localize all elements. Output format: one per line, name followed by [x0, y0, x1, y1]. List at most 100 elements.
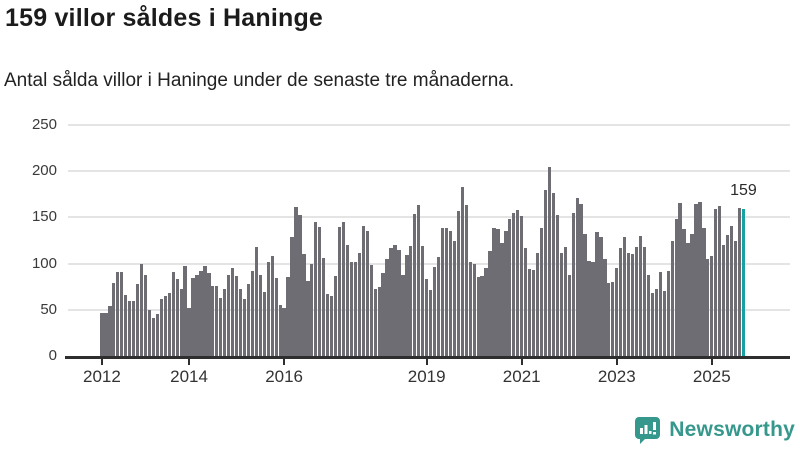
bar	[242, 298, 247, 356]
bar	[579, 204, 583, 356]
bar	[298, 214, 302, 356]
bar	[128, 300, 132, 356]
bar	[464, 205, 468, 356]
bar	[535, 252, 540, 356]
bar	[670, 241, 674, 356]
bar	[484, 268, 488, 356]
bar	[559, 252, 563, 356]
bar	[254, 246, 259, 356]
bar	[432, 267, 437, 356]
bar	[599, 236, 603, 356]
bar	[163, 295, 167, 356]
bar	[333, 275, 338, 356]
bar	[722, 245, 726, 356]
bar	[448, 231, 453, 356]
bar	[318, 226, 322, 356]
bar	[385, 258, 389, 356]
bar	[227, 274, 231, 356]
bar	[159, 298, 163, 356]
bar	[207, 272, 211, 356]
x-axis-tick-mark	[425, 358, 428, 365]
bar	[690, 234, 694, 356]
bar	[436, 257, 441, 356]
bar	[737, 208, 742, 356]
bar	[405, 255, 409, 356]
bar	[175, 279, 179, 356]
bar	[706, 258, 710, 356]
page-title: 159 villor såldes i Haninge	[5, 4, 324, 32]
bar	[698, 201, 702, 356]
newsworthy-logo[interactable]: Newsworthy	[634, 415, 795, 445]
bar	[480, 275, 484, 356]
bar	[353, 261, 358, 356]
x-axis-tick-mark	[615, 358, 618, 365]
bar	[155, 314, 160, 356]
bar	[440, 228, 445, 356]
bar	[425, 279, 429, 356]
bar	[413, 213, 417, 356]
bar	[104, 312, 108, 356]
bar	[199, 270, 203, 356]
bar	[630, 254, 635, 356]
x-axis-year-label: 2025	[692, 367, 731, 386]
bar	[658, 271, 662, 356]
bar	[230, 268, 235, 356]
bar	[290, 236, 294, 356]
bar	[167, 293, 171, 356]
bar	[369, 264, 373, 356]
bar	[215, 285, 219, 356]
bar	[516, 210, 520, 356]
highlighted-bar	[741, 209, 746, 356]
bar	[151, 318, 156, 356]
bar	[143, 274, 148, 356]
bar	[329, 295, 334, 356]
bar	[238, 288, 243, 356]
bar	[634, 246, 639, 356]
bar	[520, 215, 524, 356]
chart-subtitle: Antal sålda villor i Haninge under de se…	[4, 70, 515, 91]
bar	[547, 166, 552, 356]
bar	[504, 231, 508, 356]
bar	[674, 219, 678, 356]
bar	[642, 246, 647, 356]
bar	[179, 289, 183, 356]
bar	[131, 300, 136, 356]
bar	[195, 274, 199, 356]
bar	[718, 206, 722, 356]
bar	[492, 227, 496, 356]
bar	[294, 207, 298, 356]
bar	[452, 241, 457, 356]
bar	[250, 270, 255, 356]
bar	[531, 270, 536, 356]
bar	[270, 256, 274, 356]
bar	[389, 247, 393, 356]
bar	[626, 252, 631, 356]
bar	[326, 294, 330, 356]
x-axis-tick-mark	[100, 358, 103, 365]
bar	[539, 228, 544, 356]
bar	[571, 212, 575, 356]
bar	[282, 307, 286, 356]
bar	[223, 288, 227, 356]
bar	[666, 270, 670, 356]
bar	[508, 219, 512, 356]
x-axis-tick-mark	[283, 358, 286, 365]
bar	[646, 274, 651, 356]
y-axis-tick-label: 200	[31, 162, 57, 180]
bar	[345, 245, 350, 356]
bar	[555, 214, 559, 356]
y-axis-tick-label: 250	[31, 116, 57, 133]
bar	[702, 228, 706, 356]
bar	[310, 263, 314, 356]
bar	[421, 246, 425, 356]
bar	[393, 245, 397, 356]
gridline	[68, 262, 790, 265]
bar	[603, 258, 607, 356]
bar	[246, 283, 251, 356]
bar	[563, 246, 567, 356]
bar	[567, 274, 571, 356]
bar	[120, 271, 124, 356]
bar	[219, 297, 223, 356]
bar	[211, 285, 215, 356]
bar	[682, 229, 686, 356]
